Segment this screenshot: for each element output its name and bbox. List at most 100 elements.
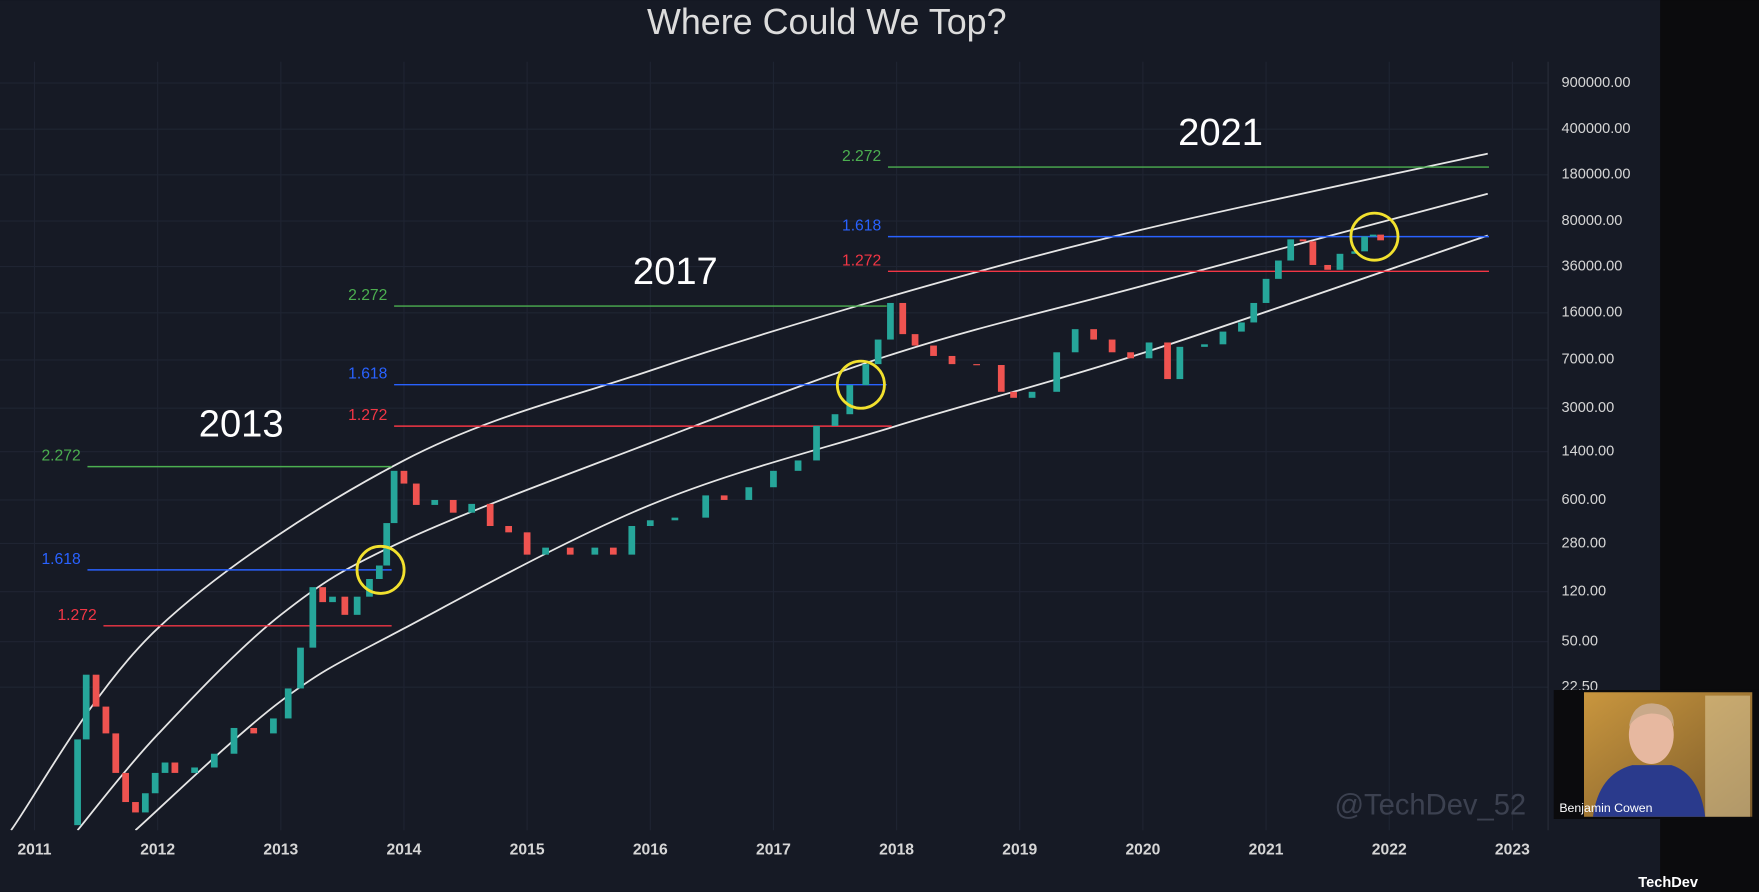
candle [862, 364, 870, 386]
candle [591, 547, 599, 555]
fib-label: 1.272 [348, 407, 387, 424]
channel-name: TechDev [1638, 875, 1699, 891]
candle [1262, 278, 1270, 303]
candle [1238, 322, 1245, 332]
candle [609, 547, 617, 555]
x-tick-label: 2012 [140, 842, 175, 859]
cycle-label: 2021 [1178, 111, 1263, 154]
candle [1071, 329, 1079, 353]
y-tick-label: 280.00 [1562, 535, 1607, 551]
candle [366, 578, 373, 597]
candle [671, 517, 679, 521]
fib-label: 2.272 [842, 148, 881, 165]
y-tick-label: 180000.00 [1562, 167, 1631, 183]
candle [191, 767, 198, 773]
candle [329, 596, 336, 603]
candle [1287, 239, 1295, 261]
x-tick-label: 2017 [756, 842, 791, 859]
fib-label: 1.272 [842, 252, 881, 269]
candle [1090, 329, 1098, 340]
y-tick-label: 600.00 [1562, 492, 1607, 508]
candle [375, 565, 383, 579]
candle [112, 733, 120, 773]
candle [1053, 352, 1061, 392]
candle [948, 355, 956, 365]
candle [720, 495, 728, 500]
candle [1299, 239, 1307, 242]
x-tick-label: 2020 [1125, 842, 1160, 859]
webcam-door [1705, 695, 1751, 817]
candle [973, 364, 981, 366]
highlight-circle [1349, 211, 1400, 262]
candle [794, 460, 802, 471]
candle [383, 523, 391, 566]
cycle-label: 2013 [199, 402, 284, 445]
trend-curve [134, 234, 1489, 831]
x-tick-label: 2014 [387, 842, 422, 859]
candle [319, 587, 327, 603]
candle [523, 532, 531, 555]
candle [341, 596, 349, 615]
candle [1176, 346, 1184, 380]
fib-label: 1.618 [842, 218, 882, 235]
candle [171, 762, 179, 773]
trend-curve [10, 152, 1488, 831]
candle [431, 499, 439, 505]
x-tick-label: 2018 [879, 842, 914, 859]
candle [1010, 391, 1017, 398]
x-tick-label: 2016 [633, 842, 668, 859]
candle [353, 596, 361, 615]
candle [899, 302, 907, 335]
y-tick-label: 50.00 [1562, 633, 1598, 649]
candle [1028, 391, 1036, 398]
plot-area [10, 152, 1489, 831]
candle [1127, 352, 1134, 359]
candle [542, 547, 549, 555]
candle [911, 334, 919, 346]
candle [92, 674, 100, 707]
candle [628, 526, 636, 555]
candle [1219, 331, 1227, 345]
candle [930, 345, 937, 356]
webcam-hair [1628, 703, 1674, 728]
y-tick-label: 36000.00 [1562, 258, 1623, 274]
highlight-circle [355, 544, 406, 595]
candle [297, 647, 304, 689]
axes: 900000.00 400000.00 180000.00 80000.00 36000… [17, 61, 1631, 859]
webcam-caption: Benjamin Cowen [1559, 801, 1652, 815]
webcam-overlay: Benjamin Cowen TechDev [1553, 689, 1759, 891]
candle [412, 483, 420, 505]
candle [284, 688, 292, 719]
fib-label: 2.272 [41, 448, 80, 465]
candle [122, 772, 129, 803]
candle [846, 385, 854, 415]
candle [74, 739, 81, 826]
y-tick-label: 3000.00 [1562, 400, 1615, 416]
candle [770, 470, 777, 488]
candle [1108, 339, 1116, 353]
candle [646, 520, 654, 527]
fib-label: 1.618 [41, 551, 81, 568]
fib-label: 1.618 [348, 366, 388, 383]
fib-label: 2.272 [348, 287, 387, 304]
webcam-body [1592, 765, 1706, 817]
chart-title: Where Could We Top? [647, 2, 1007, 42]
candle [161, 762, 169, 773]
candle [1201, 344, 1208, 347]
candle [702, 495, 710, 518]
y-tick-label: 900000.00 [1562, 75, 1631, 91]
candle [390, 470, 398, 524]
candle [1351, 251, 1359, 254]
y-tick-label: 7000.00 [1562, 352, 1615, 368]
candle [874, 339, 882, 365]
candle [486, 503, 494, 527]
cycle-label: 2017 [633, 250, 718, 293]
candle [1145, 342, 1153, 359]
candle [505, 526, 513, 533]
candle [1324, 264, 1332, 270]
x-tick-label: 2023 [1495, 842, 1530, 859]
highlight-circle [835, 359, 886, 410]
y-tick-label: 80000.00 [1562, 213, 1623, 229]
